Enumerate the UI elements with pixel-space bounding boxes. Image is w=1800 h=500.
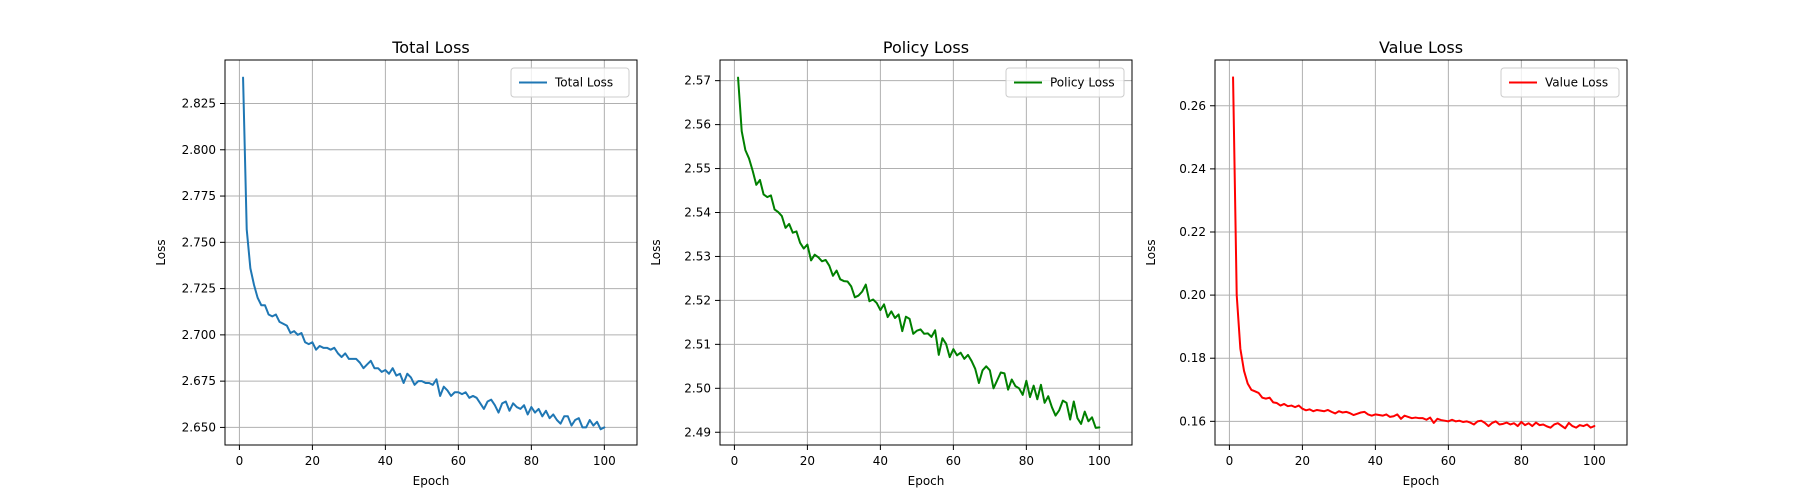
y-tick-label: 2.800 bbox=[182, 143, 216, 157]
legend-box bbox=[1005, 67, 1125, 98]
x-tick-label: 100 bbox=[1088, 454, 1111, 468]
x-tick-label: 40 bbox=[873, 454, 888, 468]
y-tick-label: 0.16 bbox=[1179, 414, 1206, 428]
chart-title: Policy Loss bbox=[883, 38, 969, 57]
x-tick-label: 0 bbox=[1226, 454, 1234, 468]
x-tick-label: 80 bbox=[524, 454, 539, 468]
series-line-policy-loss bbox=[737, 76, 1101, 429]
y-tick-label: 2.750 bbox=[182, 235, 216, 249]
x-axis-label: Epoch bbox=[413, 474, 450, 488]
y-tick-label: 0.26 bbox=[1179, 99, 1206, 113]
legend-label: Policy Loss bbox=[1050, 76, 1115, 90]
x-tick-label: 0 bbox=[731, 454, 739, 468]
y-axis-label: Loss bbox=[154, 239, 168, 265]
grid bbox=[720, 60, 1132, 445]
chart-title: Value Loss bbox=[1379, 38, 1463, 57]
x-tick-label: 80 bbox=[1019, 454, 1034, 468]
y-tick-label: 2.675 bbox=[182, 374, 216, 388]
legend: Value Loss bbox=[1500, 67, 1620, 98]
y-tick-label: 2.50 bbox=[684, 381, 711, 395]
y-tick-label: 2.51 bbox=[684, 337, 711, 351]
x-axis-label: Epoch bbox=[1403, 474, 1440, 488]
y-tick-label: 2.825 bbox=[182, 96, 216, 110]
y-tick-label: 2.725 bbox=[182, 282, 216, 296]
y-tick-label: 0.24 bbox=[1179, 162, 1206, 176]
chart-panel-2: 0 20 40 60 80 100 2.49 2.50 2.51 2.52 2.53 2.54 2.55… bbox=[649, 38, 1133, 488]
x-tick-label: 60 bbox=[946, 454, 961, 468]
x-tick-label: 60 bbox=[1441, 454, 1456, 468]
x-tick-label: 20 bbox=[1295, 454, 1310, 468]
x-tick-label: 20 bbox=[305, 454, 320, 468]
legend-label: Total Loss bbox=[554, 76, 613, 90]
x-tick-label: 40 bbox=[378, 454, 393, 468]
axes-frame bbox=[224, 59, 638, 446]
chart-title: Total Loss bbox=[391, 38, 470, 57]
y-tick-label: 2.700 bbox=[182, 328, 216, 342]
y-tick-label: 2.57 bbox=[684, 74, 711, 88]
x-tick-label: 80 bbox=[1514, 454, 1529, 468]
y-axis-label: Loss bbox=[649, 239, 663, 265]
y-tick-label: 0.22 bbox=[1179, 225, 1206, 239]
x-tick-label: 0 bbox=[236, 454, 244, 468]
axes-frame bbox=[1214, 59, 1628, 446]
series-line-value-loss bbox=[1232, 76, 1596, 430]
y-tick-label: 2.775 bbox=[182, 189, 216, 203]
legend-label: Value Loss bbox=[1545, 76, 1608, 90]
x-tick-label: 60 bbox=[451, 454, 466, 468]
y-tick-label: 2.55 bbox=[684, 162, 711, 176]
series-line-total-loss bbox=[242, 76, 606, 431]
legend: Policy Loss bbox=[1005, 67, 1125, 98]
y-tick-label: 2.54 bbox=[684, 206, 711, 220]
y-axis-label: Loss bbox=[1144, 239, 1158, 265]
y-tick-label: 2.53 bbox=[684, 249, 711, 263]
chart-panel-1: 0 20 40 60 80 100 2.650 2.675 2.700 2.725 2.750 2.7… bbox=[154, 38, 638, 488]
x-tick-label: 100 bbox=[593, 454, 616, 468]
x-tick-label: 40 bbox=[1368, 454, 1383, 468]
y-tick-label: 0.20 bbox=[1179, 288, 1206, 302]
x-axis-label: Epoch bbox=[908, 474, 945, 488]
legend-box bbox=[1500, 67, 1620, 98]
grid bbox=[1215, 60, 1627, 445]
y-tick-label: 2.49 bbox=[684, 425, 711, 439]
y-tick-label: 2.56 bbox=[684, 118, 711, 132]
grid bbox=[225, 60, 637, 445]
x-tick-label: 100 bbox=[1583, 454, 1606, 468]
chart-panel-3: 0 20 40 60 80 100 0.16 0.18 0.20 0.22 0.24 0.26 Valu… bbox=[1144, 38, 1628, 488]
y-tick-label: 0.18 bbox=[1179, 351, 1206, 365]
legend-box bbox=[510, 67, 630, 98]
y-tick-label: 2.650 bbox=[182, 420, 216, 434]
y-tick-label: 2.52 bbox=[684, 293, 711, 307]
legend: Total Loss bbox=[510, 67, 630, 98]
x-tick-label: 20 bbox=[800, 454, 815, 468]
axes-frame bbox=[719, 59, 1133, 446]
